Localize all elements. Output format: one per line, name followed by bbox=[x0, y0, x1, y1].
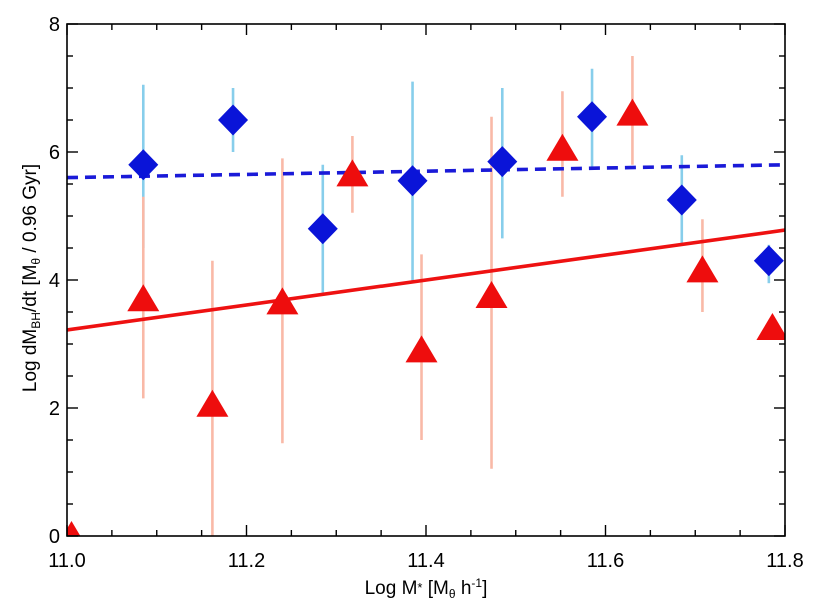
x-tick-label: 11.4 bbox=[407, 550, 444, 572]
diamond-marker-1 bbox=[218, 104, 249, 136]
x-tick-label: 11.2 bbox=[228, 550, 265, 572]
x-axis-label: Log M* [Mθ h-1] bbox=[365, 576, 488, 601]
x-tick-label: 11.6 bbox=[587, 550, 624, 572]
y-tick-label: 4 bbox=[49, 270, 60, 292]
diamond-marker-3 bbox=[397, 165, 428, 197]
triangle-marker-10 bbox=[756, 313, 785, 340]
diamond-marker-0 bbox=[128, 149, 159, 181]
triangle-marker-0 bbox=[67, 521, 81, 536]
triangle-marker-9 bbox=[686, 255, 719, 283]
triangle-marker-2 bbox=[196, 389, 229, 417]
x-tick-label: 11.8 bbox=[766, 550, 803, 572]
blue-fit-line bbox=[67, 163, 785, 180]
diamond-marker-7 bbox=[753, 245, 784, 277]
diamond-marker-5 bbox=[577, 101, 608, 133]
y-tick-label: 8 bbox=[49, 14, 60, 36]
diamond-marker-4 bbox=[487, 146, 518, 178]
red-fit-line bbox=[67, 228, 785, 332]
y-tick-label: 2 bbox=[49, 398, 60, 420]
triangle-marker-6 bbox=[475, 281, 508, 308]
diamond-marker-6 bbox=[666, 184, 697, 216]
triangle-marker-3 bbox=[266, 287, 299, 315]
plot-content bbox=[67, 56, 785, 536]
triangle-marker-8 bbox=[616, 98, 649, 126]
triangle-marker-7 bbox=[546, 133, 579, 161]
axes: 11.0 11.2 11.4 11.6 11.8 0 2 4 6 8 bbox=[48, 14, 803, 572]
y-tick-label: 0 bbox=[49, 526, 60, 548]
y-axis-label: Log dMBH/dt [Mθ / 0.96 Gyr] bbox=[20, 164, 43, 392]
triangle-marker-5 bbox=[405, 335, 438, 363]
x-tick-label: 11.0 bbox=[48, 550, 85, 572]
plot-area bbox=[67, 56, 785, 536]
triangle-marker-4 bbox=[336, 159, 369, 187]
triangle-marker-1 bbox=[127, 284, 160, 312]
diamond-marker-2 bbox=[307, 213, 338, 245]
y-tick-label: 6 bbox=[49, 142, 60, 164]
